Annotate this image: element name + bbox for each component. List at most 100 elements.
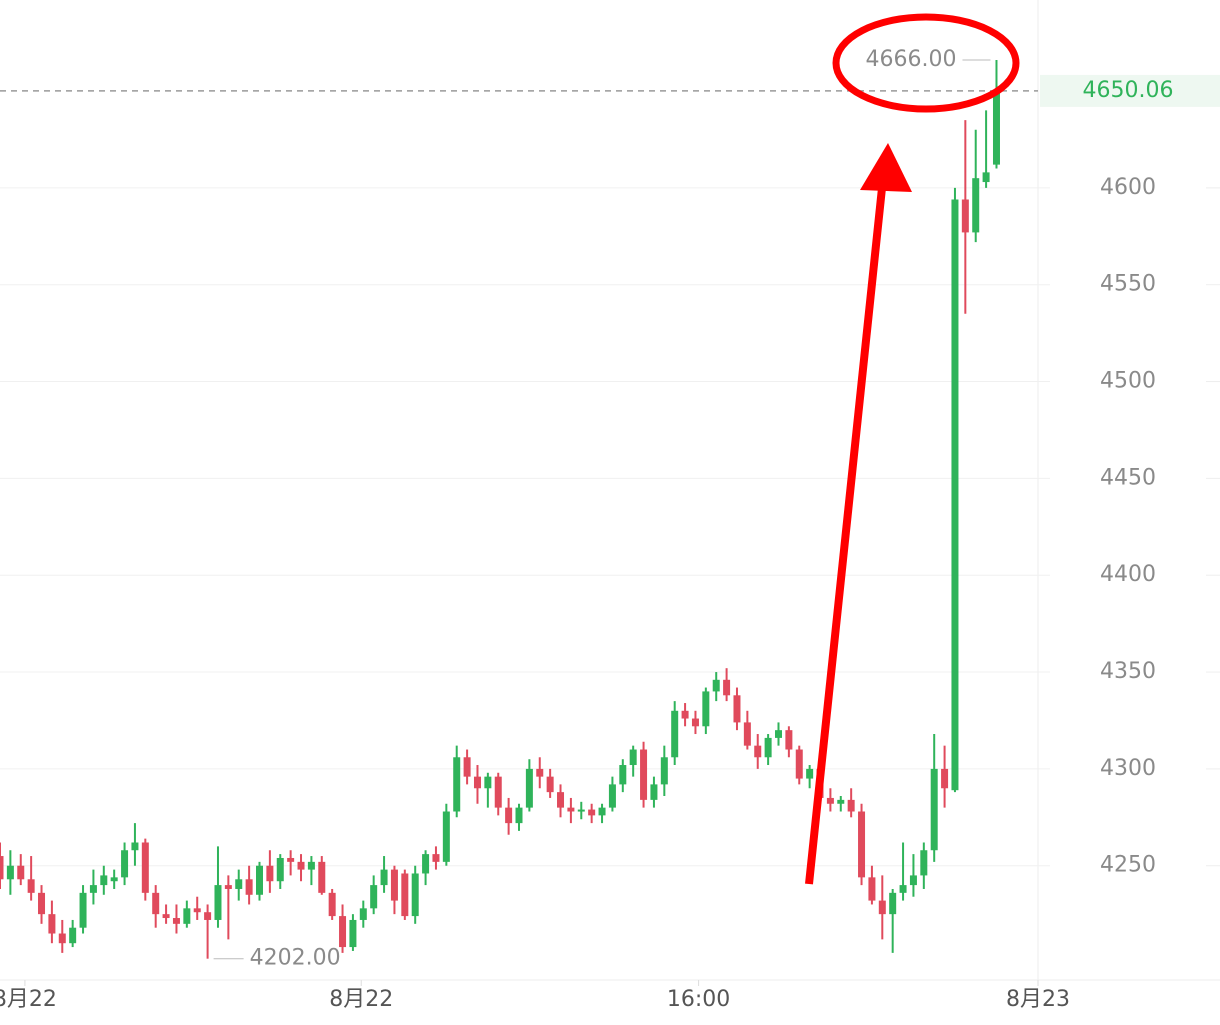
candle-body [370,885,378,909]
arrow-head [860,143,912,192]
candle-body [287,857,295,862]
candle-body [889,892,897,915]
candle-body [743,722,751,746]
candle-body [121,850,129,878]
candle-body [58,933,66,944]
candle-body [79,892,87,928]
candle-body [328,892,336,917]
candle-body [6,865,14,880]
candle-body [650,784,658,800]
candle-body [640,749,648,800]
candle-body [110,877,118,882]
candle-body [152,892,160,915]
y-tick-label: 4450 [1100,465,1156,490]
candle-body [775,730,782,738]
candle-body [515,807,523,824]
plot-area: 4250 4300 4350 4400 4450 4500 4550 4600 8月22 8月22… [0,47,1220,1012]
x-tick-label: 8月22 [329,987,393,1012]
candle-body [235,879,243,889]
candle-body [868,877,876,901]
candle-body [920,850,928,876]
y-tick-label: 4600 [1100,175,1156,200]
candle-body [162,914,170,919]
candle-body [702,691,710,727]
arrow-shaft [805,187,886,885]
candle-body [17,865,25,880]
candle-body [69,927,77,944]
candle-body [266,865,274,882]
candle-body [712,679,720,692]
y-tick-label: 4550 [1100,272,1156,297]
candle-body [307,861,315,870]
candle-body [982,172,990,183]
candle-body [785,730,793,750]
candle-body [577,809,585,812]
candle-body [131,842,139,851]
candle-body [411,873,419,917]
y-tick-label: 4250 [1100,853,1156,878]
candle-body [224,885,232,889]
candle-body [38,892,46,915]
candle-body [525,768,533,808]
last-price-box [1040,74,1220,107]
candle-body [806,768,814,779]
x-tick-label: 16:00 [667,987,730,1012]
candle-body [204,912,212,920]
candle-body [349,919,357,948]
candle-body [453,757,461,812]
candle-body [339,916,347,948]
candle-body [826,797,834,804]
candle-body [442,811,450,862]
candle-body [629,749,637,766]
annotation-overlay [805,13,1020,885]
candle-body [214,885,222,920]
y-tick-label: 4350 [1100,659,1156,684]
candle-body [473,776,481,789]
candle-body [494,776,502,808]
candle-body [276,857,284,882]
candle-body [858,811,866,878]
candle-body [463,757,471,777]
y-tick-label: 4400 [1100,562,1156,587]
candle-body [183,908,191,924]
candle-body [972,178,980,233]
y-tick-label: 4500 [1100,369,1156,394]
candle-body [432,854,440,862]
candle-body [557,792,565,808]
candle-body [401,873,409,917]
candle-body [484,776,492,789]
candle-body [546,776,554,793]
candle-body [256,865,263,895]
candle-body [390,869,398,901]
candle-body [0,856,4,880]
candle-body [878,900,886,915]
candle-body [359,908,367,920]
candle-body [899,885,907,893]
candle-body [297,861,305,870]
candle-body [245,879,253,895]
low-label: 4202.00 [250,946,341,971]
candle-body [837,799,845,804]
candle-body [536,768,544,777]
candle-body [619,765,627,785]
candle-body [930,768,938,851]
candle-body [795,749,803,779]
candle-body [941,768,949,789]
candle-body [100,875,108,886]
candle-body [505,807,513,824]
candle-body [723,679,731,696]
candle-body [318,861,326,893]
candle-body [89,885,97,893]
candle-body [27,879,35,893]
high-label: 4666.00 [865,47,956,72]
candle-body [909,875,917,886]
candle-body [660,757,668,785]
candle-body [141,842,149,893]
candle-body [48,914,56,934]
candle-body [380,869,388,886]
candle-body [608,784,616,808]
candle-body [172,918,180,924]
candle-body [422,854,430,874]
candle-body [598,807,606,816]
